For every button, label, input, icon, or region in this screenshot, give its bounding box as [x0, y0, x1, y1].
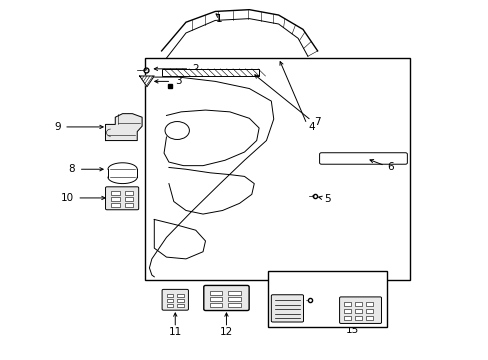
Bar	[111, 191, 120, 195]
Text: 10: 10	[61, 193, 74, 203]
Bar	[161, 69, 259, 76]
FancyBboxPatch shape	[105, 187, 139, 210]
Bar	[354, 302, 361, 306]
Text: 14: 14	[320, 305, 333, 315]
Text: 2: 2	[192, 64, 199, 74]
Bar	[344, 309, 350, 313]
Text: 15: 15	[345, 324, 359, 334]
Bar	[228, 297, 241, 301]
Text: 1: 1	[215, 14, 222, 24]
Text: 8: 8	[68, 164, 75, 174]
Bar	[111, 203, 120, 207]
Bar	[124, 191, 133, 195]
Bar	[228, 303, 241, 307]
Text: 13: 13	[291, 283, 305, 293]
Bar	[344, 316, 350, 320]
Bar	[177, 299, 183, 302]
FancyBboxPatch shape	[203, 285, 248, 311]
Text: 7: 7	[314, 117, 320, 127]
Bar	[177, 294, 183, 297]
FancyBboxPatch shape	[319, 153, 407, 164]
Text: 6: 6	[386, 162, 393, 172]
FancyBboxPatch shape	[271, 295, 303, 322]
Bar	[166, 304, 173, 307]
FancyBboxPatch shape	[339, 297, 381, 323]
Text: 4: 4	[308, 122, 315, 132]
Text: 9: 9	[55, 122, 61, 132]
Bar	[228, 291, 241, 295]
FancyBboxPatch shape	[162, 289, 188, 310]
Bar	[365, 309, 372, 313]
Text: 12: 12	[220, 327, 233, 337]
Bar	[124, 203, 133, 207]
Text: 11: 11	[168, 327, 182, 337]
Bar	[354, 316, 361, 320]
Bar	[365, 302, 372, 306]
Bar	[365, 316, 372, 320]
Text: 5: 5	[324, 194, 330, 204]
Bar	[124, 197, 133, 201]
Bar	[177, 304, 183, 307]
Bar	[144, 58, 409, 280]
Bar	[354, 309, 361, 313]
Bar	[166, 299, 173, 302]
Bar	[344, 302, 350, 306]
Bar	[166, 294, 173, 297]
Bar	[111, 197, 120, 201]
Polygon shape	[140, 76, 154, 87]
Polygon shape	[105, 114, 142, 140]
Bar	[209, 303, 222, 307]
Bar	[209, 291, 222, 295]
Text: 3: 3	[174, 76, 181, 86]
Bar	[267, 271, 386, 327]
Bar	[209, 297, 222, 301]
